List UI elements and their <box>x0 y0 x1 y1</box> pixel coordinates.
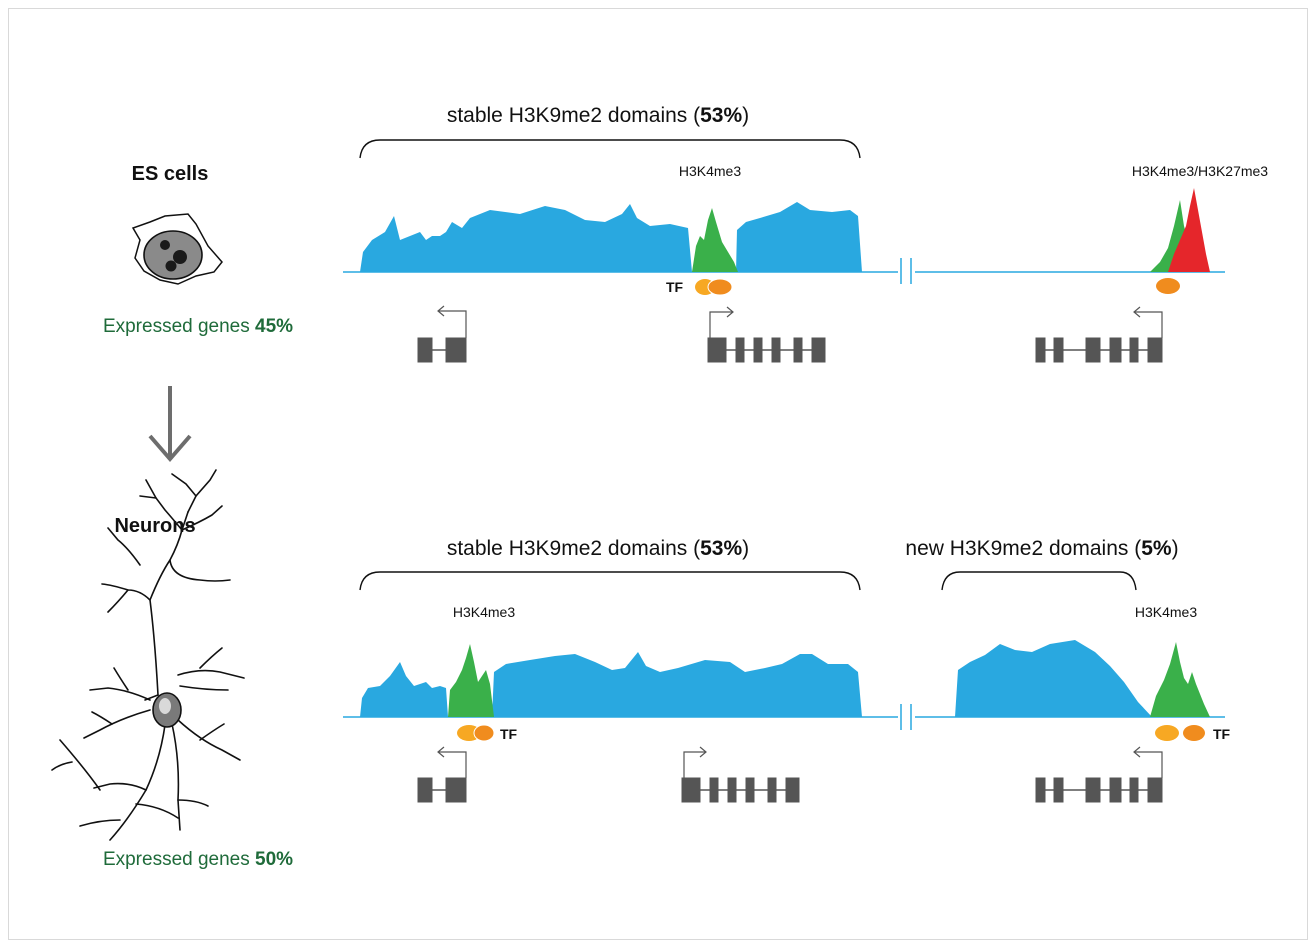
es-cell-icon <box>131 213 223 285</box>
es-h3k27me3-peak <box>1168 188 1210 272</box>
es-stable-domains-label: stable H3K9me2 domains (53%) <box>447 104 749 127</box>
neurons-h3k4me3-peak <box>448 644 494 717</box>
es-expressed-genes: Expressed genes 45% <box>103 316 293 337</box>
neurons-gene-1 <box>417 746 467 803</box>
es-gene-3 <box>1035 306 1163 363</box>
es-h3k4me3-label: H3K4me3 <box>679 163 741 179</box>
es-tf-bivalent-icon <box>1156 278 1180 294</box>
es-bivalent-label: H3K4me3/H3K27me3 <box>1132 163 1268 179</box>
neurons-tf-label: TF <box>500 726 518 742</box>
neurons-h3k9me2-domain-2 <box>492 652 862 717</box>
neurons-tf-right-icon <box>1155 725 1179 741</box>
es-h3k9me2-domain <box>360 204 692 272</box>
neurons-gene-2 <box>681 746 800 803</box>
neurons-expressed-genes: Expressed genes 50% <box>103 849 293 870</box>
neurons-h3k9me2-domain <box>360 662 448 717</box>
es-stable-bracket <box>359 139 861 159</box>
neurons-h3k4me3-peak-2 <box>1150 642 1210 717</box>
neurons-tf-right-icon-2 <box>1183 725 1205 741</box>
figure-frame <box>8 8 1308 940</box>
es-tf-label: TF <box>666 279 684 295</box>
neurons-stable-bracket <box>359 571 861 591</box>
down-arrow-icon <box>148 386 192 463</box>
es-cells-title: ES cells <box>132 163 209 185</box>
neurons-new-bracket <box>941 571 1137 591</box>
es-gene-1 <box>417 305 467 363</box>
es-h3k9me2-domain-2 <box>736 202 862 272</box>
neurons-gene-3 <box>1035 746 1163 803</box>
neurons-h3k4me3-label: H3K4me3 <box>453 604 515 620</box>
es-break-mark <box>900 258 912 284</box>
es-gene-2 <box>707 306 826 363</box>
neurons-new-domains-label: new H3K9me2 domains (5%) <box>905 537 1178 560</box>
neurons-stable-domains-label: stable H3K9me2 domains (53%) <box>447 537 749 560</box>
neurons-h3k4me3-label-2: H3K4me3 <box>1135 604 1197 620</box>
neuron-nucleolus <box>159 698 171 714</box>
neurons-tf-icon-2 <box>473 724 495 742</box>
neuron-icon <box>51 469 245 841</box>
neurons-title: Neurons <box>114 515 195 537</box>
neurons-tf-right-label: TF <box>1213 726 1231 742</box>
es-h3k4me3-peak <box>692 208 738 272</box>
neurons-h3k9me2-domain-new <box>955 640 1152 717</box>
neurons-break-mark <box>900 704 912 730</box>
es-tf-icon-2 <box>707 278 733 296</box>
